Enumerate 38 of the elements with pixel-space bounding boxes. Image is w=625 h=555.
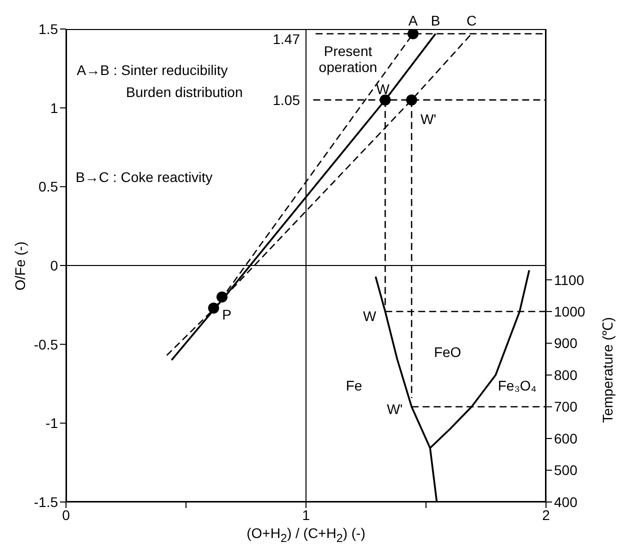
series-label: A <box>408 12 418 29</box>
y2-tick-label: 1100 <box>554 272 584 288</box>
annotation: P <box>222 306 232 322</box>
y2-tick-label: 400 <box>554 494 578 510</box>
y-axis-title: O/Fe (-) <box>12 241 28 290</box>
annotation: B→C : Coke reactivity <box>76 169 213 186</box>
y-tick-label: -1 <box>46 415 58 432</box>
y-tick-label: 1.5 <box>38 20 58 37</box>
y-tick-label: 0.5 <box>38 178 58 195</box>
y2-axis-title: Temperature (℃) <box>598 316 616 422</box>
annotation: Present operation <box>318 42 378 75</box>
y2-tick-label: 700 <box>554 398 578 415</box>
annotation: W' <box>386 400 403 417</box>
y2-tick-label: 900 <box>554 335 578 352</box>
y-tick-label: -0.5 <box>34 336 58 352</box>
y-tick-label: 1 <box>50 100 58 116</box>
y-tick-label: -1.5 <box>34 494 58 510</box>
x-tick-label: 0 <box>62 506 70 523</box>
series-label: B <box>430 12 440 29</box>
annotation: 1.47 <box>272 31 300 48</box>
series-label: C <box>466 12 477 29</box>
y-tick-label: 0 <box>50 257 58 274</box>
annotation: 1.05 <box>272 92 300 108</box>
x-tick-label: 1 <box>302 506 310 523</box>
x-axis-title: (O+H$_{2}$) / (C+H$_{2}$) (-) <box>246 525 366 545</box>
annotation: W <box>376 80 390 97</box>
x-tick-label: 2 <box>542 506 550 523</box>
y2-tick-label: 1000 <box>554 304 586 320</box>
annotation: FeO <box>434 344 462 360</box>
y2-tick-label: 500 <box>554 462 578 478</box>
y2-tick-label: 600 <box>554 430 578 446</box>
y2-tick-label: 800 <box>554 366 578 383</box>
annotation: W <box>362 308 377 324</box>
annotation: Fe <box>346 377 362 394</box>
annotation: W' <box>420 110 436 127</box>
annotation: Burden distribution <box>126 84 243 100</box>
annotation: Fe₃O₄ <box>498 377 537 394</box>
annotation: A→B : Sinter reducibility <box>76 62 228 78</box>
